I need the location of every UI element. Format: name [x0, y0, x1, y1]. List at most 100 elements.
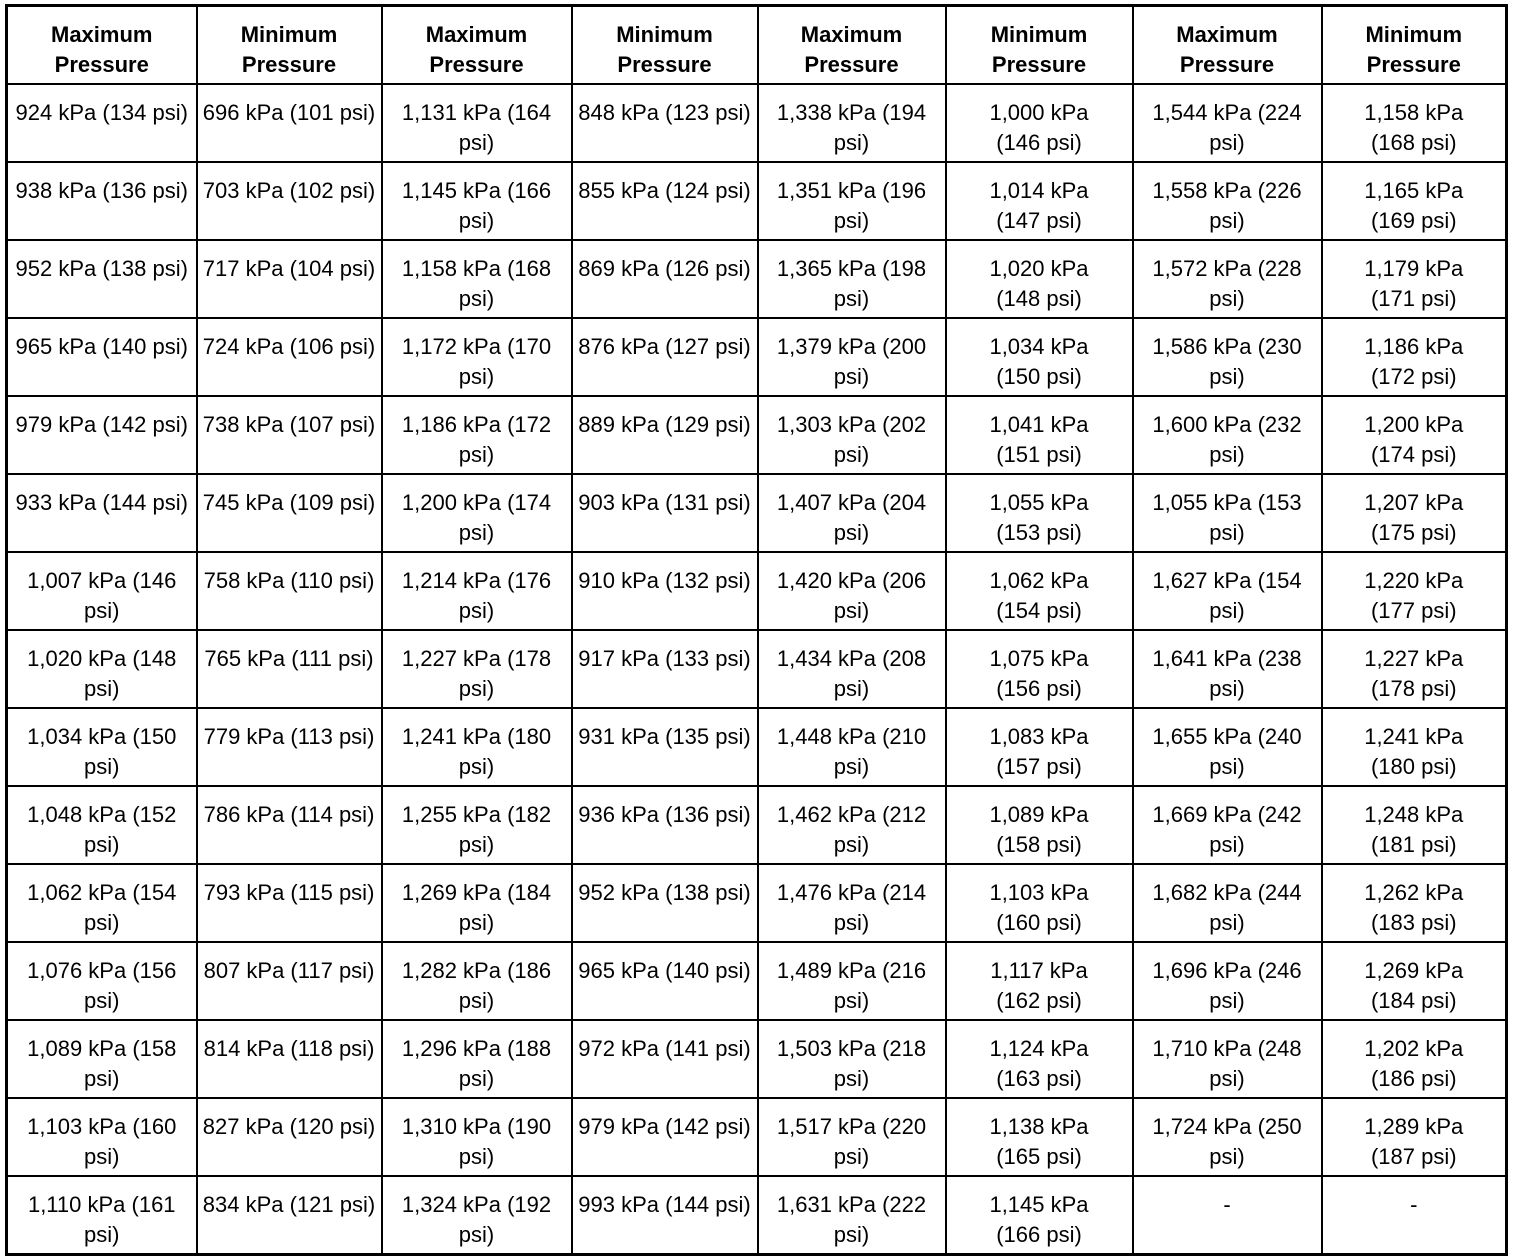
table-cell: 1,103 kPa (160 psi) — [944, 863, 1134, 943]
cell-value: 1,020 kPa (148 psi) — [27, 646, 177, 701]
table-cell: 1,207 kPa (175 psi) — [1320, 473, 1508, 553]
table-cell: 1,131 kPa (164 psi) — [380, 83, 573, 163]
cell-value: 1,269 kPa (184 psi) — [401, 880, 552, 935]
table-cell: 889 kPa (129 psi) — [570, 395, 759, 475]
table-cell: 696 kPa (101 psi) — [195, 83, 383, 163]
table-cell: 1,544 kPa (224 psi) — [1131, 83, 1323, 163]
table-cell: 827 kPa (120 psi) — [195, 1097, 383, 1177]
table-cell: 1,220 kPa (177 psi) — [1320, 551, 1508, 631]
cell-value: 1,020 kPa (148 psi) — [989, 256, 1089, 311]
table-cell: 1,669 kPa (242 psi) — [1131, 785, 1323, 865]
table-cell: 1,062 kPa (154 psi) — [944, 551, 1134, 631]
cell-value: 1,476 kPa (214 psi) — [776, 880, 927, 935]
cell-value: 1,131 kPa (164 psi) — [401, 100, 552, 155]
cell-value: 1,117 kPa (162 psi) — [990, 958, 1088, 1013]
cell-value: 931 kPa (135 psi) — [578, 724, 751, 749]
cell-value: 903 kPa (131 psi) — [578, 490, 751, 515]
table-cell: 1,020 kPa (148 psi) — [944, 239, 1134, 319]
cell-value: 952 kPa (138 psi) — [15, 256, 188, 281]
table-cell: 1,269 kPa (184 psi) — [1320, 941, 1508, 1021]
cell-value: 1,351 kPa (196 psi) — [776, 178, 927, 233]
column-header: Minimum Pressure — [570, 4, 759, 85]
table-cell: 1,241 kPa (180 psi) — [1320, 707, 1508, 787]
cell-value: 1,248 kPa (181 psi) — [1364, 802, 1464, 857]
table-cell: 1,034 kPa (150 psi) — [5, 707, 198, 787]
table-cell: 717 kPa (104 psi) — [195, 239, 383, 319]
table-row: 1,020 kPa (148 psi) 765 kPa (111 psi) 1,22… — [5, 629, 1508, 709]
table-cell: 1,448 kPa (210 psi) — [756, 707, 947, 787]
table-cell: 1,289 kPa (187 psi) — [1320, 1097, 1508, 1177]
table-cell: 993 kPa (144 psi) — [570, 1175, 759, 1256]
table-cell: 1,214 kPa (176 psi) — [380, 551, 573, 631]
cell-value: 1,089 kPa (158 psi) — [989, 802, 1089, 857]
cell-value: 1,000 kPa (146 psi) — [989, 100, 1089, 155]
table-cell: 1,631 kPa (222 psi) — [756, 1175, 947, 1256]
table-cell: 1,296 kPa (188 psi) — [380, 1019, 573, 1099]
cell-value: 1,089 kPa (158 psi) — [27, 1036, 177, 1091]
table-cell: 1,200 kPa (174 psi) — [380, 473, 573, 553]
table-cell: 1,055 kPa (153 psi) — [944, 473, 1134, 553]
column-header-label: Minimum Pressure — [1365, 22, 1463, 77]
table-cell: 1,075 kPa (156 psi) — [944, 629, 1134, 709]
column-header-label: Maximum Pressure — [1176, 22, 1278, 77]
table-row: 933 kPa (144 psi) 745 kPa (109 psi) 1,200 … — [5, 473, 1508, 553]
cell-value: 1,462 kPa (212 psi) — [776, 802, 927, 857]
table-cell: 1,710 kPa (248 psi) — [1131, 1019, 1323, 1099]
table-row: 1,076 kPa (156 psi) 807 kPa (117 psi) 1,28… — [5, 941, 1508, 1021]
table-cell: 1,186 kPa (172 psi) — [1320, 317, 1508, 397]
table-cell: 1,489 kPa (216 psi) — [756, 941, 947, 1021]
table-cell: 1,282 kPa (186 psi) — [380, 941, 573, 1021]
cell-value: 1,076 kPa (156 psi) — [27, 958, 177, 1013]
table-cell: 745 kPa (109 psi) — [195, 473, 383, 553]
cell-value: 1,220 kPa (177 psi) — [1364, 568, 1464, 623]
table-cell: 1,041 kPa (151 psi) — [944, 395, 1134, 475]
cell-value: 855 kPa (124 psi) — [578, 178, 751, 203]
cell-value: 1,200 kPa (174 psi) — [401, 490, 552, 545]
cell-value: 765 kPa (111 psi) — [204, 646, 374, 671]
cell-value: 1,041 kPa (151 psi) — [989, 412, 1089, 467]
table-cell: 1,227 kPa (178 psi) — [1320, 629, 1508, 709]
cell-value: - — [1410, 1192, 1418, 1217]
cell-value: 933 kPa (144 psi) — [15, 490, 188, 515]
cell-value: 814 kPa (118 psi) — [203, 1036, 375, 1061]
table-cell: 1,476 kPa (214 psi) — [756, 863, 947, 943]
cell-value: 917 kPa (133 psi) — [578, 646, 751, 671]
cell-value: 1,158 kPa (168 psi) — [1364, 100, 1464, 155]
cell-value: 1,503 kPa (218 psi) — [776, 1036, 927, 1091]
table-row: 1,110 kPa (161 psi) 834 kPa (121 psi) 1,32… — [5, 1175, 1508, 1256]
table-cell: 834 kPa (121 psi) — [195, 1175, 383, 1256]
cell-value: 1,055 kPa (153 psi) — [1152, 490, 1302, 545]
table-cell: 1,255 kPa (182 psi) — [380, 785, 573, 865]
cell-value: 1,544 kPa (224 psi) — [1152, 100, 1302, 155]
cell-value: 1,145 kPa (166 psi) — [989, 1192, 1089, 1247]
cell-value: 1,255 kPa (182 psi) — [401, 802, 552, 857]
table-cell: 1,420 kPa (206 psi) — [756, 551, 947, 631]
table-cell: 1,202 kPa (186 psi) — [1320, 1019, 1508, 1099]
table-cell: 1,338 kPa (194 psi) — [756, 83, 947, 163]
table-cell: 1,627 kPa (154 psi) — [1131, 551, 1323, 631]
table-cell: 869 kPa (126 psi) — [570, 239, 759, 319]
cell-value: 848 kPa (123 psi) — [578, 100, 751, 125]
table-cell: 1,503 kPa (218 psi) — [756, 1019, 947, 1099]
column-header: Minimum Pressure — [195, 4, 383, 85]
table-cell: 1,517 kPa (220 psi) — [756, 1097, 947, 1177]
table-row: 1,103 kPa (160 psi) 827 kPa (120 psi) 1,31… — [5, 1097, 1508, 1177]
cell-value: 1,110 kPa (161 psi) — [27, 1192, 176, 1247]
cell-value: 1,179 kPa (171 psi) — [1364, 256, 1464, 311]
cell-value: 1,186 kPa (172 psi) — [1364, 334, 1464, 389]
cell-value: 910 kPa (132 psi) — [578, 568, 751, 593]
cell-value: 1,241 kPa (180 psi) — [401, 724, 552, 779]
table-cell: 1,462 kPa (212 psi) — [756, 785, 947, 865]
cell-value: 1,103 kPa (160 psi) — [27, 1114, 177, 1169]
table-cell: 1,138 kPa (165 psi) — [944, 1097, 1134, 1177]
column-header-label: Maximum Pressure — [800, 22, 903, 77]
column-header: Minimum Pressure — [1320, 4, 1508, 85]
cell-value: 745 kPa (109 psi) — [202, 490, 376, 515]
cell-value: 965 kPa (140 psi) — [15, 334, 188, 359]
table-cell: 1,076 kPa (156 psi) — [5, 941, 198, 1021]
cell-value: 1,172 kPa (170 psi) — [401, 334, 552, 389]
table-cell: 1,165 kPa (169 psi) — [1320, 161, 1508, 241]
table-cell: 910 kPa (132 psi) — [570, 551, 759, 631]
cell-value: 1,448 kPa (210 psi) — [776, 724, 927, 779]
table-cell: 793 kPa (115 psi) — [195, 863, 383, 943]
